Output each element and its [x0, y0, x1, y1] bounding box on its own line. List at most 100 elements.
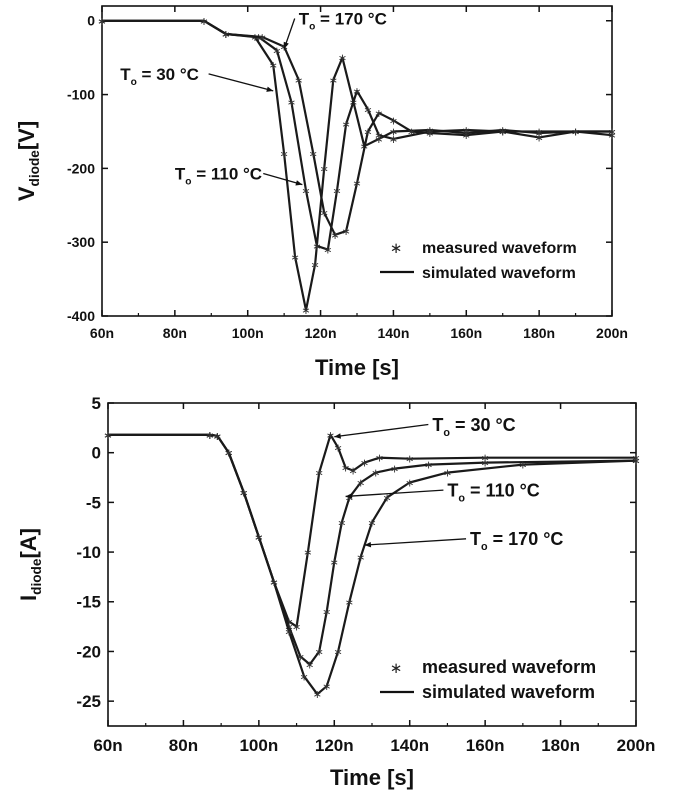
y-tick-label: -15	[76, 593, 101, 612]
annotation-main: T	[299, 9, 310, 28]
series-marker-0: ∗	[360, 458, 369, 470]
series-marker-2: ∗	[221, 29, 230, 41]
annotation-arrow-2	[364, 538, 467, 546]
series-marker-2: ∗	[374, 108, 383, 120]
y-tick-label: -20	[76, 642, 101, 661]
series-marker-2: ∗	[352, 178, 361, 190]
annotation-rest: = 110 °C	[465, 480, 540, 500]
series-marker-1: ∗	[337, 517, 346, 529]
plot-frame	[107, 402, 637, 727]
y-tick-label: 0	[87, 13, 95, 29]
series-marker-2: ∗	[389, 115, 398, 127]
series-marker-2: ∗	[631, 456, 640, 468]
series-marker-0: ∗	[303, 547, 312, 559]
annotation-sub: o	[443, 427, 450, 439]
series-marker-1: ∗	[296, 651, 305, 663]
series-marker-2: ∗	[322, 681, 331, 693]
annotation-main: T	[432, 415, 443, 435]
series-marker-1: ∗	[301, 186, 310, 198]
x-tick-value: 80	[163, 325, 179, 341]
series-marker-2: ∗	[571, 126, 580, 138]
series-marker-1: ∗	[345, 492, 354, 504]
legend-label: simulated waveform	[422, 265, 576, 282]
x-tick-unit: n	[343, 736, 353, 755]
series-marker-1: ∗	[481, 458, 490, 470]
x-tick-value: 180	[523, 325, 547, 341]
x-tick-label: 140n	[390, 736, 429, 755]
series-marker-2: ∗	[345, 597, 354, 609]
x-tick-unit: n	[419, 736, 429, 755]
series-line-1	[102, 19, 612, 251]
series-marker-0: ∗	[329, 75, 338, 87]
x-tick-label: 80n	[163, 325, 187, 341]
series-marker-2: ∗	[462, 130, 471, 142]
annotation-sub: o	[481, 541, 488, 553]
series-marker-1: ∗	[374, 130, 383, 142]
annotation-arrow-2	[263, 172, 303, 186]
series-marker-2: ∗	[333, 646, 342, 658]
x-tick-label: 180n	[523, 325, 555, 341]
annotation-rest: = 170 °C	[315, 9, 387, 28]
annotation-rest: = 30 °C	[450, 415, 516, 435]
series-marker-1: ∗	[322, 607, 331, 619]
y-axis-title: Vdiode[V]	[14, 121, 42, 201]
series-marker-1: ∗	[462, 125, 471, 137]
series-marker-2: ∗	[205, 430, 214, 442]
series-marker-1: ∗	[332, 186, 341, 198]
series-marker-1: ∗	[341, 119, 350, 131]
series-marker-2: ∗	[239, 487, 248, 499]
x-tick-unit: n	[547, 325, 556, 341]
series-marker-1: ∗	[363, 104, 372, 116]
series-marker-0: ∗	[301, 305, 310, 317]
series-marker-1: ∗	[356, 478, 365, 490]
series-marker-0: ∗	[462, 128, 471, 140]
series-marker-0: ∗	[341, 463, 350, 475]
series-marker-0: ∗	[315, 468, 324, 480]
series-marker-2: ∗	[103, 430, 112, 442]
x-tick-unit: n	[619, 325, 628, 341]
series-marker-0: ∗	[481, 453, 490, 465]
annotation-rest: = 170 °C	[488, 529, 564, 549]
series-marker-2: ∗	[341, 226, 350, 238]
y-axis-title-sub: diode	[27, 150, 42, 187]
series-marker-2: ∗	[518, 460, 527, 472]
x-tick-value: 120	[305, 325, 329, 341]
x-tick-value: 80	[169, 736, 188, 755]
series-marker-2: ∗	[425, 128, 434, 140]
series-marker-1: ∗	[312, 241, 321, 253]
x-tick-label: 120n	[315, 736, 354, 755]
y-axis-title-main: I	[16, 595, 41, 601]
series-marker-2: ∗	[284, 627, 293, 639]
annotation-sub: o	[131, 77, 137, 88]
series-marker-1: ∗	[389, 134, 398, 146]
x-tick-unit: n	[570, 736, 580, 755]
annotation-arrow-1	[345, 489, 444, 498]
x-tick-label: 100n	[232, 325, 264, 341]
x-tick-unit: n	[178, 325, 187, 341]
series-annotation-1: To = 30 °C	[120, 65, 199, 88]
series-marker-1: ∗	[272, 45, 281, 57]
series-marker-0: ∗	[280, 149, 289, 161]
y-tick-label: 5	[92, 394, 101, 413]
legend-label: simulated waveform	[422, 682, 595, 702]
annotation-rest: = 110 °C	[191, 164, 262, 183]
y-tick-label: 0	[92, 444, 101, 463]
x-tick-value: 200	[596, 325, 620, 341]
x-tick-label: 60n	[93, 736, 122, 755]
series-annotation-2: To = 110 °C	[175, 164, 262, 187]
series-marker-0: ∗	[290, 252, 299, 264]
x-tick-label: 120n	[305, 325, 337, 341]
series-line-2	[108, 433, 637, 696]
x-tick-label: 140n	[377, 325, 409, 341]
x-tick-label: 200n	[617, 736, 656, 755]
annotation-arrowhead-0	[283, 41, 289, 49]
series-marker-2: ∗	[254, 532, 263, 544]
legend-label: measured waveform	[422, 657, 596, 677]
series-marker-2: ∗	[367, 517, 376, 529]
series-marker-0: ∗	[405, 454, 414, 466]
series-marker-1: ∗	[330, 557, 339, 569]
series-marker-0: ∗	[333, 443, 342, 455]
legend-star-marker: ∗	[390, 660, 403, 677]
x-tick-unit: n	[645, 736, 655, 755]
x-tick-label: 80n	[169, 736, 198, 755]
